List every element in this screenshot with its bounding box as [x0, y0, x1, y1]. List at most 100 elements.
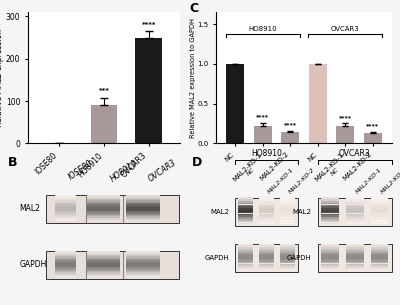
Bar [126, 211, 160, 212]
Text: HO8910: HO8910 [251, 149, 282, 158]
Bar [371, 208, 388, 210]
Bar [86, 206, 120, 207]
Bar [259, 219, 274, 221]
Bar [371, 221, 388, 222]
Bar [259, 205, 274, 206]
Bar [280, 260, 295, 262]
Bar [86, 267, 120, 268]
Bar [55, 276, 76, 278]
Bar [55, 217, 76, 219]
Bar [126, 203, 160, 204]
Bar [346, 201, 364, 203]
Bar [280, 205, 295, 206]
Text: HO8910: HO8910 [248, 26, 277, 32]
Bar [55, 253, 76, 254]
Bar [346, 215, 364, 217]
Bar [238, 269, 253, 271]
Bar [280, 256, 295, 258]
Bar [238, 208, 253, 210]
Bar [259, 249, 274, 251]
Bar [126, 208, 160, 210]
Bar [86, 254, 120, 255]
Bar [55, 271, 76, 272]
Bar [238, 258, 253, 260]
Bar [336, 126, 354, 143]
Bar [86, 275, 120, 276]
Bar [86, 220, 120, 221]
Text: OVCAR3: OVCAR3 [331, 26, 360, 32]
Bar [126, 214, 160, 215]
Text: IOSE80: IOSE80 [66, 158, 94, 182]
Bar [86, 253, 120, 254]
Bar [55, 200, 76, 202]
Bar [238, 260, 253, 262]
Bar [126, 196, 160, 198]
Bar [346, 217, 364, 219]
Text: ****: **** [142, 22, 156, 28]
Bar [371, 201, 388, 203]
Bar [280, 212, 295, 214]
Bar [46, 195, 179, 223]
Bar [126, 262, 160, 263]
Bar [126, 220, 160, 221]
Bar [55, 251, 76, 252]
Text: ****: **** [284, 122, 297, 127]
Bar [321, 208, 339, 210]
Bar [280, 265, 295, 267]
Bar [346, 267, 364, 269]
Bar [126, 257, 160, 258]
Bar [86, 276, 120, 278]
Bar [259, 269, 274, 271]
Bar [86, 274, 120, 275]
Bar [86, 211, 120, 212]
Bar [238, 215, 253, 217]
Bar [126, 276, 160, 278]
Bar [280, 214, 295, 215]
Bar [309, 64, 327, 143]
Bar [371, 199, 388, 201]
Bar [280, 269, 295, 271]
Bar [126, 255, 160, 256]
Bar [321, 212, 339, 214]
Bar [126, 270, 160, 271]
Bar [238, 197, 253, 199]
Text: GAPDH: GAPDH [205, 255, 230, 261]
Bar [259, 223, 274, 224]
Bar [259, 214, 274, 215]
Bar [346, 223, 364, 224]
Text: GAPDH: GAPDH [287, 255, 312, 261]
Bar [346, 203, 364, 204]
Text: ****: **** [366, 124, 379, 129]
Bar [55, 270, 76, 271]
Bar [371, 197, 388, 199]
Bar [259, 217, 274, 219]
Bar [321, 256, 339, 258]
Bar [259, 258, 274, 260]
Bar [86, 203, 120, 204]
Bar [86, 266, 120, 267]
Bar [55, 220, 76, 221]
Bar [321, 267, 339, 269]
Text: OVCAR3: OVCAR3 [147, 158, 178, 184]
Bar [55, 204, 76, 206]
Bar [346, 221, 364, 222]
Bar [259, 267, 274, 269]
Bar [55, 254, 76, 255]
Bar [321, 201, 339, 203]
Bar [55, 215, 76, 216]
Bar [86, 208, 120, 210]
Bar [86, 216, 120, 217]
Text: NC: NC [246, 167, 256, 177]
Bar [371, 217, 388, 219]
Bar [371, 269, 388, 271]
Bar [346, 208, 364, 210]
Bar [259, 215, 274, 217]
Bar [346, 251, 364, 253]
Bar [280, 210, 295, 212]
Bar [280, 208, 295, 210]
Bar [238, 221, 253, 222]
Bar [321, 203, 339, 204]
Bar [346, 254, 364, 256]
Bar [318, 198, 392, 226]
Bar [86, 196, 120, 198]
